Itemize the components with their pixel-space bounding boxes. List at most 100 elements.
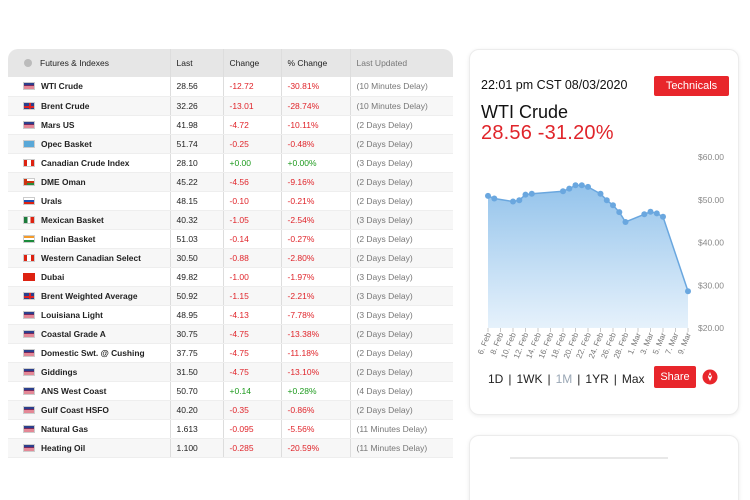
price-point[interactable] xyxy=(597,190,604,197)
price-point[interactable] xyxy=(516,197,523,204)
table-row[interactable]: Canadian Crude Index 28.10 +0.00 +0.00% (3 D… xyxy=(8,153,453,173)
share-button[interactable]: Share xyxy=(654,366,696,388)
table-row[interactable]: Coastal Grade A 30.75 -4.75 -13.38% (2 Days … xyxy=(8,324,453,344)
price-point[interactable] xyxy=(560,188,566,195)
table-row[interactable]: Gulf Coast HSFO 40.20 -0.35 -0.86% (2 Days D… xyxy=(8,400,453,420)
header-change[interactable]: Change xyxy=(222,49,281,77)
table-row[interactable]: Giddings 31.50 -4.75 -13.10% (2 Days Delay) xyxy=(8,362,453,382)
range-1d[interactable]: 1D xyxy=(488,372,504,386)
header-percent-change[interactable]: % Change xyxy=(280,49,350,77)
table-row[interactable]: DME Oman 45.22 -4.56 -9.16% (2 Days Delay) xyxy=(8,172,453,192)
last-cell: 37.75 xyxy=(169,343,223,363)
table-row[interactable]: Louisiana Light 48.95 -4.13 -7.78% (3 Days D… xyxy=(8,305,453,325)
flag-us-icon xyxy=(23,329,35,338)
technicals-button[interactable]: Technicals xyxy=(654,76,729,96)
range-max[interactable]: Max xyxy=(621,372,645,386)
range-1yr[interactable]: 1YR xyxy=(585,372,609,386)
price-point[interactable] xyxy=(491,195,498,202)
change-cell: -4.72 xyxy=(222,115,281,135)
instrument-cell[interactable]: Mars US xyxy=(8,115,170,135)
range-1wk[interactable]: 1WK xyxy=(516,372,543,386)
y-tick-label: $50.00 xyxy=(698,195,724,205)
instrument-cell[interactable]: Gulf Coast HSFO xyxy=(8,400,170,420)
table-row[interactable]: Dubai 49.82 -1.00 -1.97% (3 Days Delay) xyxy=(8,267,453,287)
header-last[interactable]: Last xyxy=(169,49,223,77)
table-row[interactable]: Heating Oil 1.100 -0.285 -20.59% (11 Minutes… xyxy=(8,438,453,458)
last-cell: 28.10 xyxy=(169,153,223,173)
table-row[interactable]: Natural Gas 1.613 -0.095 -5.56% (11 Minutes … xyxy=(8,419,453,439)
instrument-name: Urals xyxy=(41,195,62,206)
header-last-updated[interactable]: Last Updated xyxy=(349,49,453,77)
instrument-cell[interactable]: Indian Basket xyxy=(8,229,170,249)
instrument-cell[interactable]: Domestic Swt. @ Cushing xyxy=(8,343,170,363)
table-row[interactable]: Brent Crude 32.26 -13.01 -28.74% (10 Minutes… xyxy=(8,96,453,116)
price-point[interactable] xyxy=(566,185,573,192)
table-row[interactable]: Urals 48.15 -0.10 -0.21% (2 Days Delay) xyxy=(8,191,453,211)
globe-icon xyxy=(24,59,32,67)
percent-change-cell: -30.81% xyxy=(280,77,350,97)
price-point[interactable] xyxy=(622,219,629,225)
percent-change-cell: -0.21% xyxy=(280,191,350,211)
instrument-cell[interactable]: Mexican Basket xyxy=(8,210,170,230)
price-point[interactable] xyxy=(522,191,529,198)
range-1m[interactable]: 1M xyxy=(555,372,573,386)
change-cell: +0.00 xyxy=(222,153,281,173)
instrument-cell[interactable]: Louisiana Light xyxy=(8,305,170,325)
instrument-cell[interactable]: Brent Crude xyxy=(8,96,170,116)
table-row[interactable]: Brent Weighted Average 50.92 -1.15 -2.21% (3… xyxy=(8,286,453,306)
price-point[interactable] xyxy=(641,211,648,218)
futures-table: Futures & Indexes Last Change % Change L… xyxy=(8,49,453,458)
instrument-cell[interactable]: Canadian Crude Index xyxy=(8,153,170,173)
price-point[interactable] xyxy=(485,192,491,199)
instrument-cell[interactable]: Giddings xyxy=(8,362,170,382)
percent-change-cell: -1.97% xyxy=(280,267,350,287)
instrument-cell[interactable]: Opec Basket xyxy=(8,134,170,154)
percent-change-cell: -0.27% xyxy=(280,229,350,249)
price-point[interactable] xyxy=(528,190,535,197)
table-row[interactable]: Mars US 41.98 -4.72 -10.11% (2 Days Delay) xyxy=(8,115,453,135)
change-cell: -12.72 xyxy=(222,77,281,97)
instrument-cell[interactable]: Brent Weighted Average xyxy=(8,286,170,306)
rocket-icon[interactable] xyxy=(702,369,718,385)
price-point[interactable] xyxy=(610,202,616,209)
price-point[interactable] xyxy=(616,209,623,216)
table-body: WTI Crude 28.56 -12.72 -30.81% (10 Minutes D… xyxy=(8,77,453,458)
last-updated-cell: (10 Minutes Delay) xyxy=(349,96,453,116)
instrument-name: WTI Crude xyxy=(41,81,83,92)
price-point[interactable] xyxy=(660,213,666,220)
instrument-cell[interactable]: Dubai xyxy=(8,267,170,287)
table-row[interactable]: WTI Crude 28.56 -12.72 -30.81% (10 Minutes D… xyxy=(8,77,453,97)
price-point[interactable] xyxy=(572,182,579,189)
instrument-cell[interactable]: Natural Gas xyxy=(8,419,170,439)
table-row[interactable]: Domestic Swt. @ Cushing 37.75 -4.75 -11.18%… xyxy=(8,343,453,363)
instrument-cell[interactable]: WTI Crude xyxy=(8,77,170,97)
last-cell: 28.56 xyxy=(169,77,223,97)
y-tick-label: $40.00 xyxy=(698,238,724,248)
price-point[interactable] xyxy=(585,183,591,190)
instrument-cell[interactable]: Western Canadian Select xyxy=(8,248,170,268)
last-updated-cell: (3 Days Delay) xyxy=(349,286,453,306)
percent-change-cell: -0.48% xyxy=(280,134,350,154)
instrument-cell[interactable]: Coastal Grade A xyxy=(8,324,170,344)
instrument-cell[interactable]: DME Oman xyxy=(8,172,170,192)
instrument-name: Gulf Coast HSFO xyxy=(41,404,109,415)
table-row[interactable]: Indian Basket 51.03 -0.14 -0.27% (2 Days Del… xyxy=(8,229,453,249)
price-point[interactable] xyxy=(685,288,691,295)
instrument-cell[interactable]: Heating Oil xyxy=(8,438,170,458)
change-cell: -4.75 xyxy=(222,343,281,363)
range-separator: | xyxy=(613,372,617,386)
change-cell: -1.00 xyxy=(222,267,281,287)
price-point[interactable] xyxy=(603,197,610,204)
price-point[interactable] xyxy=(510,198,516,205)
percent-change-cell: -7.78% xyxy=(280,305,350,325)
instrument-cell[interactable]: ANS West Coast xyxy=(8,381,170,401)
price-point[interactable] xyxy=(653,210,660,217)
table-row[interactable]: ANS West Coast 50.70 +0.14 +0.28% (4 Days De… xyxy=(8,381,453,401)
price-point[interactable] xyxy=(647,208,654,215)
price-point[interactable] xyxy=(578,182,585,189)
table-row[interactable]: Mexican Basket 40.32 -1.05 -2.54% (3 Days De… xyxy=(8,210,453,230)
table-row[interactable]: Opec Basket 51.74 -0.25 -0.48% (2 Days Delay… xyxy=(8,134,453,154)
table-row[interactable]: Western Canadian Select 30.50 -0.88 -2.80%(… xyxy=(8,248,453,268)
header-futures-indexes[interactable]: Futures & Indexes xyxy=(8,49,170,77)
instrument-cell[interactable]: Urals xyxy=(8,191,170,211)
